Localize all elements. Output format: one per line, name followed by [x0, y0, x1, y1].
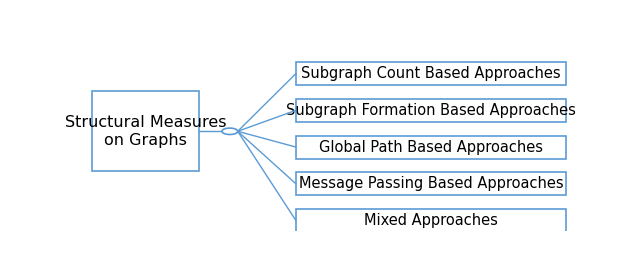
Text: Global Path Based Approaches: Global Path Based Approaches — [319, 140, 543, 154]
Text: Message Passing Based Approaches: Message Passing Based Approaches — [299, 176, 563, 191]
Text: Subgraph Formation Based Approaches: Subgraph Formation Based Approaches — [286, 103, 576, 118]
FancyBboxPatch shape — [296, 135, 566, 159]
Text: Subgraph Count Based Approaches: Subgraph Count Based Approaches — [301, 66, 561, 81]
FancyBboxPatch shape — [296, 99, 566, 122]
FancyBboxPatch shape — [92, 91, 199, 171]
FancyBboxPatch shape — [296, 209, 566, 232]
FancyBboxPatch shape — [296, 62, 566, 85]
Circle shape — [222, 128, 237, 134]
Text: Structural Measures
on Graphs: Structural Measures on Graphs — [65, 115, 227, 147]
FancyBboxPatch shape — [296, 172, 566, 195]
Text: Mixed Approaches: Mixed Approaches — [364, 213, 498, 228]
